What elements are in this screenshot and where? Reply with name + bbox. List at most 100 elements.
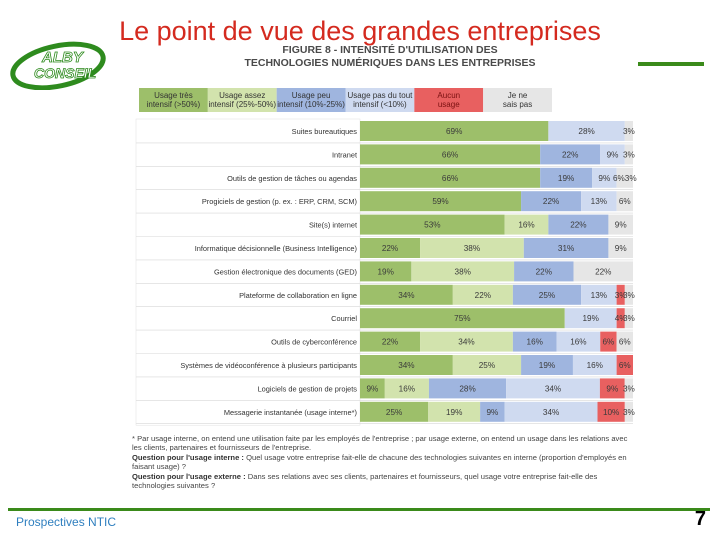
data-label: 34% bbox=[545, 384, 561, 393]
bar-segment bbox=[360, 238, 421, 258]
category-label: Site(s) internet bbox=[309, 221, 357, 230]
figure-title-line1: FIGURE 8 - INTENSITÉ D'UTILISATION DES bbox=[282, 44, 498, 56]
note-usage-definition: * Par usage interne, on entend une utili… bbox=[132, 434, 628, 453]
data-label: 34% bbox=[543, 408, 559, 417]
bar-segment bbox=[521, 355, 573, 375]
data-label: 22% bbox=[382, 338, 398, 347]
bar-segment bbox=[616, 191, 633, 212]
legend-swatch-0 bbox=[139, 88, 208, 112]
category-label: Gestion électronique des documents (GED) bbox=[214, 267, 357, 276]
bar-segment bbox=[616, 284, 625, 305]
data-label: 6%3% bbox=[613, 174, 637, 183]
category-label: Outils de gestion de tâches ou agendas bbox=[227, 174, 357, 183]
bar-segment bbox=[512, 331, 557, 352]
bar-segment bbox=[624, 308, 633, 329]
legend-swatch-5 bbox=[483, 88, 552, 112]
bar-segment bbox=[600, 144, 625, 165]
data-label: 13% bbox=[591, 291, 607, 300]
bar-segment bbox=[514, 261, 574, 282]
bar-segment bbox=[360, 261, 412, 282]
category-label: Outils de cyberconférence bbox=[271, 338, 357, 347]
data-label: 19% bbox=[558, 174, 574, 183]
data-label: 28% bbox=[578, 127, 594, 136]
data-label: 3% bbox=[623, 291, 635, 300]
bar-segment bbox=[360, 214, 505, 235]
data-label: 6% bbox=[619, 338, 631, 347]
data-label: 38% bbox=[464, 244, 480, 253]
legend-label-5-line1: sais pas bbox=[503, 100, 532, 109]
bar-segment bbox=[428, 378, 507, 399]
legend-label-1-line0: Usage assez bbox=[219, 91, 265, 100]
bar-segment bbox=[608, 214, 633, 235]
data-label: 16% bbox=[587, 361, 603, 370]
legend-label-2-line0: Usage peu bbox=[292, 91, 331, 100]
legend-swatch-4 bbox=[414, 88, 484, 112]
bar-segment bbox=[540, 167, 593, 188]
bar-segment bbox=[504, 401, 598, 422]
legend-label-1-line1: intensif (25%-50%) bbox=[208, 100, 276, 109]
bar-segment bbox=[624, 401, 633, 422]
category-label: Systèmes de vidéoconférence à plusieurs … bbox=[180, 361, 357, 370]
bar-segment bbox=[573, 261, 633, 282]
category-label: Logiciels de gestion de projets bbox=[258, 384, 358, 393]
data-label: 3% bbox=[623, 150, 635, 159]
category-label: Plateforme de collaboration en ligne bbox=[239, 291, 357, 300]
data-label: 28% bbox=[459, 384, 475, 393]
data-label: 3% bbox=[615, 291, 627, 300]
bar-segment bbox=[360, 121, 549, 141]
data-label: 3% bbox=[623, 408, 635, 417]
bar-segment bbox=[616, 167, 633, 188]
data-label: 25% bbox=[479, 361, 495, 370]
data-label: 6% bbox=[619, 361, 631, 370]
data-label: 22% bbox=[536, 267, 552, 276]
legend-label-5-line0: Je ne bbox=[508, 91, 528, 100]
legend-label-4-line0: Aucun bbox=[437, 91, 460, 100]
bar-segment bbox=[600, 331, 617, 352]
data-label: 75% bbox=[454, 314, 470, 323]
data-label: 10% bbox=[603, 408, 619, 417]
footer-text: Prospectives NTIC bbox=[16, 515, 117, 529]
category-label: Progiciels de gestion (p. ex. : ERP, CRM… bbox=[202, 197, 357, 206]
bar-segment bbox=[360, 167, 541, 188]
data-label: 53% bbox=[424, 221, 440, 230]
bar-segment bbox=[616, 355, 633, 375]
data-label: 19% bbox=[582, 314, 598, 323]
data-label: 22% bbox=[543, 197, 559, 206]
accent-line bbox=[638, 62, 704, 66]
bar-segment bbox=[428, 401, 481, 422]
data-label: 3% bbox=[623, 314, 635, 323]
data-label: 25% bbox=[539, 291, 555, 300]
bar-segment bbox=[616, 331, 633, 352]
bar-segment bbox=[540, 144, 601, 165]
bar-segment bbox=[556, 331, 601, 352]
bar-segment bbox=[597, 401, 625, 422]
note-question-external: Question pour l'usage externe : Dans ses… bbox=[132, 472, 638, 491]
alby-conseil-logo: ALBY CONSEIL bbox=[10, 41, 106, 90]
legend-swatch-1 bbox=[207, 88, 277, 112]
bar-segment bbox=[360, 355, 453, 375]
category-label: Informatique décisionnelle (Business Int… bbox=[195, 244, 357, 253]
bar-segment bbox=[564, 308, 617, 329]
bar-segment bbox=[506, 378, 600, 399]
legend-label-3-line1: intensif (<10%) bbox=[353, 100, 407, 109]
data-label: 3% bbox=[623, 127, 635, 136]
figure-notes: * Par usage interne, on entend une utili… bbox=[132, 434, 638, 490]
bar-segment bbox=[548, 121, 625, 141]
bar-segment bbox=[411, 261, 515, 282]
data-label: 34% bbox=[458, 338, 474, 347]
bar-segment bbox=[548, 214, 609, 235]
page-number: 7 bbox=[694, 508, 706, 530]
category-label: Intranet bbox=[332, 150, 357, 159]
bar-segment bbox=[624, 121, 633, 141]
note-question-external-label: Question pour l'usage externe : bbox=[132, 471, 246, 481]
data-label: 9% bbox=[615, 244, 627, 253]
data-label: 19% bbox=[539, 361, 555, 370]
data-label: 16% bbox=[527, 338, 543, 347]
data-label: 6% bbox=[619, 197, 631, 206]
note-question-internal: Question pour l'usage interne : Quel usa… bbox=[132, 453, 638, 472]
data-label: 22% bbox=[382, 244, 398, 253]
bar-segment bbox=[420, 331, 513, 352]
figure-title: FIGURE 8 - INTENSITÉ D'UTILISATION DES T… bbox=[130, 44, 650, 70]
data-label: 16% bbox=[518, 221, 534, 230]
